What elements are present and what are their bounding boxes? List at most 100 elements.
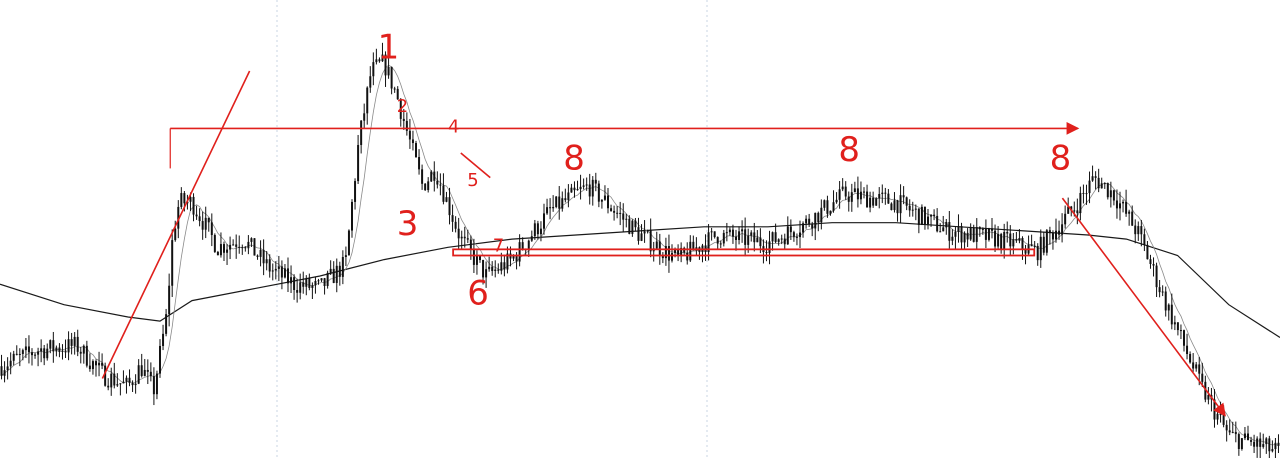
candle-body <box>991 228 993 231</box>
candle-body <box>869 197 872 208</box>
support-zone[interactable] <box>452 248 1036 257</box>
candle-body <box>887 193 890 204</box>
candle-body <box>253 238 256 256</box>
candle-body <box>384 54 387 76</box>
candle-body <box>591 179 594 197</box>
candle-body <box>829 210 832 214</box>
candle-body <box>143 369 146 376</box>
candle-body <box>747 235 750 245</box>
candle-body <box>262 249 265 264</box>
candle-body <box>759 237 762 247</box>
downtrend-line[interactable] <box>1061 197 1226 417</box>
candle-body <box>555 196 558 208</box>
candle-body <box>3 370 6 376</box>
uptrend-line[interactable] <box>101 70 251 379</box>
candle-body <box>960 226 963 243</box>
candle-body <box>290 277 293 284</box>
candle-body <box>1048 230 1051 234</box>
candle-body <box>229 244 232 250</box>
candle-body <box>198 216 201 222</box>
candle-body <box>259 249 262 257</box>
candle-body <box>975 227 978 242</box>
candle-body <box>1006 232 1009 234</box>
candle-body <box>719 243 722 245</box>
candle-body <box>140 365 143 376</box>
candle-body <box>835 199 838 203</box>
candle-body <box>55 347 58 352</box>
candle-body <box>1176 322 1179 331</box>
candle-body <box>475 255 478 265</box>
candle-body <box>305 278 308 287</box>
candle-body <box>402 118 405 121</box>
candle-body <box>192 196 195 215</box>
candle-body <box>847 196 850 202</box>
candle-body <box>1055 230 1057 240</box>
candle-body <box>34 354 37 356</box>
candle-body <box>1119 203 1121 209</box>
candle-body <box>902 195 905 198</box>
candle-body <box>268 259 271 272</box>
candle-body <box>546 207 549 214</box>
candle-body <box>841 186 844 190</box>
candle-body <box>866 191 869 208</box>
candle-body <box>1064 213 1067 225</box>
candle-body <box>1195 364 1198 369</box>
candle-body <box>500 262 503 271</box>
candle-body <box>85 345 88 366</box>
candle-body <box>1030 244 1033 247</box>
candle-body <box>125 377 128 382</box>
candle-body <box>1204 381 1207 400</box>
candle-body <box>137 365 140 384</box>
candle-body <box>1271 449 1274 452</box>
candle-body <box>978 227 981 230</box>
candle-body <box>1082 192 1085 194</box>
candle-body <box>381 54 384 62</box>
candle-body <box>814 212 817 229</box>
candle-body <box>1085 193 1088 195</box>
candle-body <box>1277 442 1280 446</box>
candle-body <box>408 130 411 140</box>
fast-moving-average <box>1 64 1279 446</box>
candle-body <box>923 206 926 225</box>
candle-body <box>789 226 792 233</box>
candle-body <box>439 184 442 186</box>
candle-body <box>664 246 667 259</box>
candle-body <box>134 383 137 386</box>
candle-body <box>256 255 259 257</box>
candle-body <box>219 244 222 256</box>
candle-body <box>1073 210 1076 212</box>
candle-body <box>795 236 798 238</box>
candle-body <box>223 244 225 253</box>
candle-body <box>1155 265 1158 288</box>
candle-body <box>482 260 485 278</box>
candle-body <box>716 237 719 244</box>
candle-body <box>518 242 521 262</box>
candle-body <box>875 198 878 206</box>
candle-body <box>49 340 52 349</box>
candle-body <box>335 265 338 283</box>
candle-body <box>128 377 131 383</box>
candle-body <box>1237 434 1240 449</box>
candle-body <box>582 185 585 187</box>
candle-body <box>917 208 920 225</box>
candle-body <box>15 353 18 355</box>
candle-body <box>183 193 186 204</box>
candle-body <box>1115 200 1118 209</box>
candle-body <box>226 249 229 253</box>
candle-body <box>1024 249 1027 254</box>
candle-body <box>1088 180 1091 194</box>
candle-body <box>79 351 82 354</box>
candle-body <box>107 385 110 388</box>
candle-body <box>899 195 902 214</box>
candle-body <box>216 251 219 256</box>
candle-body <box>1125 201 1128 214</box>
candle-body <box>689 241 692 261</box>
candle-body <box>735 236 737 240</box>
candle-body <box>640 233 643 241</box>
candle-body <box>1167 304 1170 311</box>
candle-body <box>802 223 805 233</box>
candle-body <box>88 365 91 370</box>
candle-body <box>396 88 399 100</box>
candle-body <box>40 348 43 352</box>
